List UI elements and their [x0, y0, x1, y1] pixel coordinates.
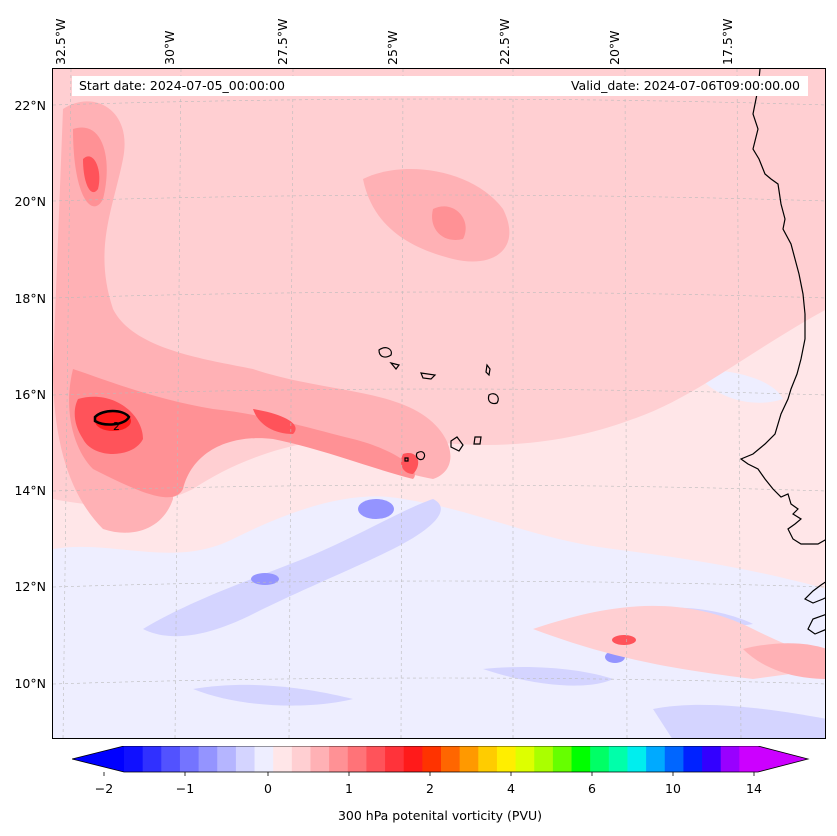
- colorbar-segment: [534, 746, 554, 772]
- colorbar-segment: [291, 746, 312, 772]
- lat-label-20n: 20°N: [14, 194, 46, 209]
- colorbar-tick-label: −2: [94, 781, 114, 796]
- colorbar-segment: [608, 746, 629, 772]
- colorbar-segment: [385, 746, 405, 772]
- colorbar-label: 300 hPa potenital vorticity (PVU): [337, 808, 543, 823]
- map-panel: 2: [52, 68, 826, 739]
- lon-label-32-5w: 32.5°W: [53, 18, 68, 65]
- colorbar-segment: [198, 746, 218, 772]
- colorbar-segment: [179, 746, 200, 772]
- valid-date-label: Valid_date: 2024-07-06T09:00:00.00: [570, 78, 800, 93]
- colorbar-outline: [72, 746, 810, 773]
- colorbar-tick-label: 6: [588, 781, 596, 796]
- colorbar-segment: [403, 746, 423, 772]
- lon-label-20w: 20°W: [607, 30, 622, 65]
- lon-label-27-5w: 27.5°W: [275, 18, 290, 65]
- colorbar-segment: [254, 746, 274, 772]
- start-date-label: Start date: 2024-07-05_00:00:00: [79, 78, 285, 93]
- colorbar-segment: [478, 746, 498, 772]
- lat-label-12n: 12°N: [14, 579, 46, 594]
- contour-label: 2: [113, 420, 120, 433]
- colorbar-segment: [720, 746, 740, 772]
- colorbar-tick-label: 14: [746, 781, 762, 796]
- colorbar-segment: [142, 746, 162, 772]
- graticule: [53, 69, 825, 738]
- colorbar-tick-label: 4: [507, 781, 515, 796]
- colorbar-segment: [515, 746, 535, 772]
- colorbar-segment: [683, 746, 703, 772]
- colorbar-segment: [161, 746, 181, 772]
- colorbar-segment: [664, 746, 685, 772]
- lat-label-16n: 16°N: [14, 387, 46, 402]
- colorbar-segment: [590, 746, 610, 772]
- colorbar-segment: [235, 746, 256, 772]
- colorbar-under-arrow: [72, 746, 124, 772]
- lon-label-25w: 25°W: [385, 30, 400, 65]
- positive-pv-4: [95, 411, 131, 431]
- colorbar-segment: [571, 746, 591, 772]
- lon-label-17-5w: 17.5°W: [720, 18, 735, 65]
- coastline: [739, 69, 825, 635]
- colorbar: [72, 746, 810, 776]
- pv-2-contour: [93, 409, 131, 426]
- islands: [378, 347, 499, 462]
- colorbar-over-arrow: [758, 746, 808, 772]
- colorbar-segment: [217, 746, 237, 772]
- lat-label-22n: 22°N: [14, 98, 46, 113]
- colorbar-segment: [739, 746, 759, 772]
- colorbar-segment: [496, 746, 517, 772]
- colorbar-tick-label: −1: [175, 781, 195, 796]
- lat-label-18n: 18°N: [14, 291, 46, 306]
- colorbar-segment: [124, 746, 144, 772]
- colorbar-segment: [627, 746, 647, 772]
- colorbar-segment: [459, 746, 479, 772]
- colorbar-tick-label: 1: [345, 781, 353, 796]
- title-box: [72, 76, 808, 96]
- colorbar-segment: [646, 746, 666, 772]
- lat-label-14n: 14°N: [14, 483, 46, 498]
- lon-label-22-5w: 22.5°W: [497, 18, 512, 65]
- colorbar-tick-label: 0: [264, 781, 272, 796]
- colorbar-tick-label: 10: [665, 781, 681, 796]
- colorbar-segment: [702, 746, 722, 772]
- lat-label-10n: 10°N: [14, 676, 46, 691]
- pv-field: 2: [53, 69, 825, 738]
- colorbar-segment: [366, 746, 386, 772]
- lon-label-30w: 30°W: [162, 30, 177, 65]
- colorbar-segment: [441, 746, 461, 772]
- colorbar-segment: [329, 746, 349, 772]
- colorbar-tick-label: 2: [426, 781, 434, 796]
- colorbar-segment: [422, 746, 442, 772]
- colorbar-segment: [552, 746, 573, 772]
- colorbar-segment: [347, 746, 368, 772]
- colorbar-segment: [273, 746, 293, 772]
- colorbar-segment: [310, 746, 330, 772]
